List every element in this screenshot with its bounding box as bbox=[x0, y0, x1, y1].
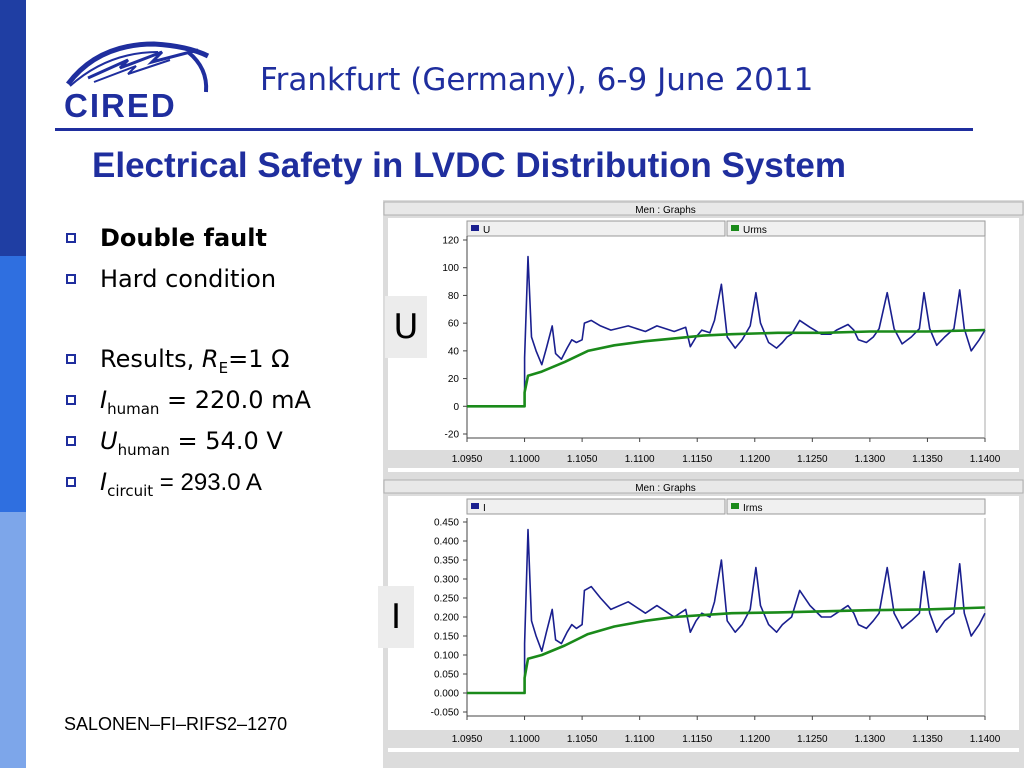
plot-area bbox=[388, 496, 1019, 752]
legend-box bbox=[466, 498, 726, 515]
x-tick-label: 1.1250 bbox=[797, 734, 828, 745]
y-tick-label: -20 bbox=[445, 430, 460, 441]
x-axis-band bbox=[388, 730, 1019, 748]
legend-swatch bbox=[731, 503, 739, 509]
logo-text: CIRED bbox=[64, 87, 177, 122]
plot-area bbox=[388, 218, 1019, 472]
y-tick-label: 80 bbox=[448, 291, 460, 302]
y-tick-label: 0.000 bbox=[434, 689, 459, 700]
bullet-square-icon bbox=[66, 436, 76, 446]
x-tick-label: 1.1000 bbox=[509, 454, 540, 465]
y-tick-label: 120 bbox=[442, 236, 459, 247]
y-tick-label: 0.150 bbox=[434, 632, 459, 643]
series-line-irms bbox=[467, 606, 986, 695]
x-axis-band bbox=[388, 450, 1019, 468]
series-line-urms bbox=[467, 328, 986, 408]
x-tick-label: 1.1200 bbox=[739, 734, 770, 745]
bullet-square-icon bbox=[66, 354, 76, 364]
legend-swatch bbox=[471, 503, 479, 509]
chart-titlebar bbox=[383, 479, 1024, 494]
chart-titlebar bbox=[383, 201, 1024, 216]
x-tick-label: 1.1400 bbox=[970, 734, 1001, 745]
y-tick-label: 0.450 bbox=[434, 518, 459, 529]
y-tick-label: 0.400 bbox=[434, 537, 459, 548]
side-accent-bar-bottom bbox=[0, 512, 26, 768]
side-accent-bar-middle bbox=[0, 256, 26, 512]
x-tick-label: 1.1150 bbox=[682, 734, 712, 745]
y-tick-label: 0 bbox=[453, 402, 459, 413]
x-tick-label: 1.1350 bbox=[912, 734, 943, 745]
x-tick-label: 1.1300 bbox=[855, 734, 886, 745]
y-tick-label: 0.250 bbox=[434, 594, 459, 605]
voltage-graph-tag: U bbox=[385, 296, 427, 358]
x-tick-label: 1.1050 bbox=[567, 454, 598, 465]
paper-code: SALONEN–FI–RIFS2–1270 bbox=[64, 714, 288, 734]
chart-title: Men : Graphs bbox=[635, 205, 696, 216]
y-tick-label: -0.050 bbox=[431, 708, 460, 719]
x-tick-label: 1.1050 bbox=[567, 734, 598, 745]
bullet-u-human: Uhuman = 54.0 V bbox=[62, 421, 311, 462]
x-tick-label: 1.1300 bbox=[855, 454, 886, 465]
legend-box bbox=[726, 220, 986, 237]
x-tick-label: 1.1100 bbox=[625, 734, 655, 745]
x-tick-label: 1.1150 bbox=[682, 454, 712, 465]
legend-label: U bbox=[483, 225, 490, 236]
y-tick-label: 100 bbox=[442, 263, 459, 274]
bullet-square-icon bbox=[66, 233, 76, 243]
y-tick-label: 0.200 bbox=[434, 613, 459, 624]
chart-title: Men : Graphs bbox=[635, 483, 696, 494]
series-line-u bbox=[467, 255, 986, 408]
legend-swatch bbox=[731, 225, 739, 231]
side-accent-bar-top bbox=[0, 0, 26, 256]
bullet-double-fault: Double fault bbox=[62, 218, 311, 259]
y-tick-label: 40 bbox=[448, 346, 460, 357]
bullet-hard-condition: Hard condition bbox=[62, 259, 311, 300]
x-tick-label: 1.1100 bbox=[625, 454, 655, 465]
bullet-square-icon bbox=[66, 395, 76, 405]
slide-title: Electrical Safety in LVDC Distribution S… bbox=[92, 146, 846, 185]
series-line-i bbox=[467, 528, 986, 694]
x-tick-label: 1.1350 bbox=[912, 454, 943, 465]
legend-label: Irms bbox=[743, 503, 762, 514]
bullet-i-human: Ihuman = 220.0 mA bbox=[62, 380, 311, 421]
bullet-results: Results, RE=1 Ω bbox=[62, 339, 311, 380]
legend-box bbox=[466, 220, 726, 237]
bullet-list: Double fault Hard condition Results, RE=… bbox=[62, 218, 311, 503]
x-tick-label: 1.1200 bbox=[739, 454, 770, 465]
legend-label: Urms bbox=[743, 225, 767, 236]
y-tick-label: 20 bbox=[448, 374, 460, 385]
y-tick-label: 0.100 bbox=[434, 651, 459, 662]
legend-box bbox=[726, 498, 986, 515]
event-title: Frankfurt (Germany), 6-9 June 2011 bbox=[260, 62, 814, 98]
y-tick-label: 0.050 bbox=[434, 670, 459, 681]
header-divider bbox=[55, 128, 973, 131]
bullet-square-icon bbox=[66, 477, 76, 487]
bullet-i-circuit: Icircuit = 293.0 A bbox=[62, 462, 311, 503]
simulation-graphs: Men : Graphs U Urms 120 100 80 60 40 20 0 -20 1.095… bbox=[383, 200, 1024, 768]
x-tick-label: 1.1400 bbox=[970, 454, 1001, 465]
legend-swatch bbox=[471, 225, 479, 231]
y-tick-label: 0.350 bbox=[434, 556, 459, 567]
current-chart: Men : Graphs I Irms 0.450 0.400 0.350 0.300 0.2… bbox=[383, 478, 1024, 768]
x-tick-label: 1.1250 bbox=[797, 454, 828, 465]
x-tick-label: 1.0950 bbox=[452, 454, 483, 465]
cired-logo: CIRED bbox=[64, 41, 210, 122]
x-tick-label: 1.1000 bbox=[509, 734, 540, 745]
x-tick-label: 1.0950 bbox=[452, 734, 483, 745]
voltage-chart: Men : Graphs U Urms 120 100 80 60 40 20 0 -20 1.095… bbox=[383, 200, 1024, 478]
y-tick-label: 60 bbox=[448, 319, 460, 330]
legend-label: I bbox=[483, 503, 486, 514]
bullet-square-icon bbox=[66, 274, 76, 284]
y-tick-label: 0.300 bbox=[434, 575, 459, 586]
current-graph-tag: I bbox=[378, 586, 414, 648]
